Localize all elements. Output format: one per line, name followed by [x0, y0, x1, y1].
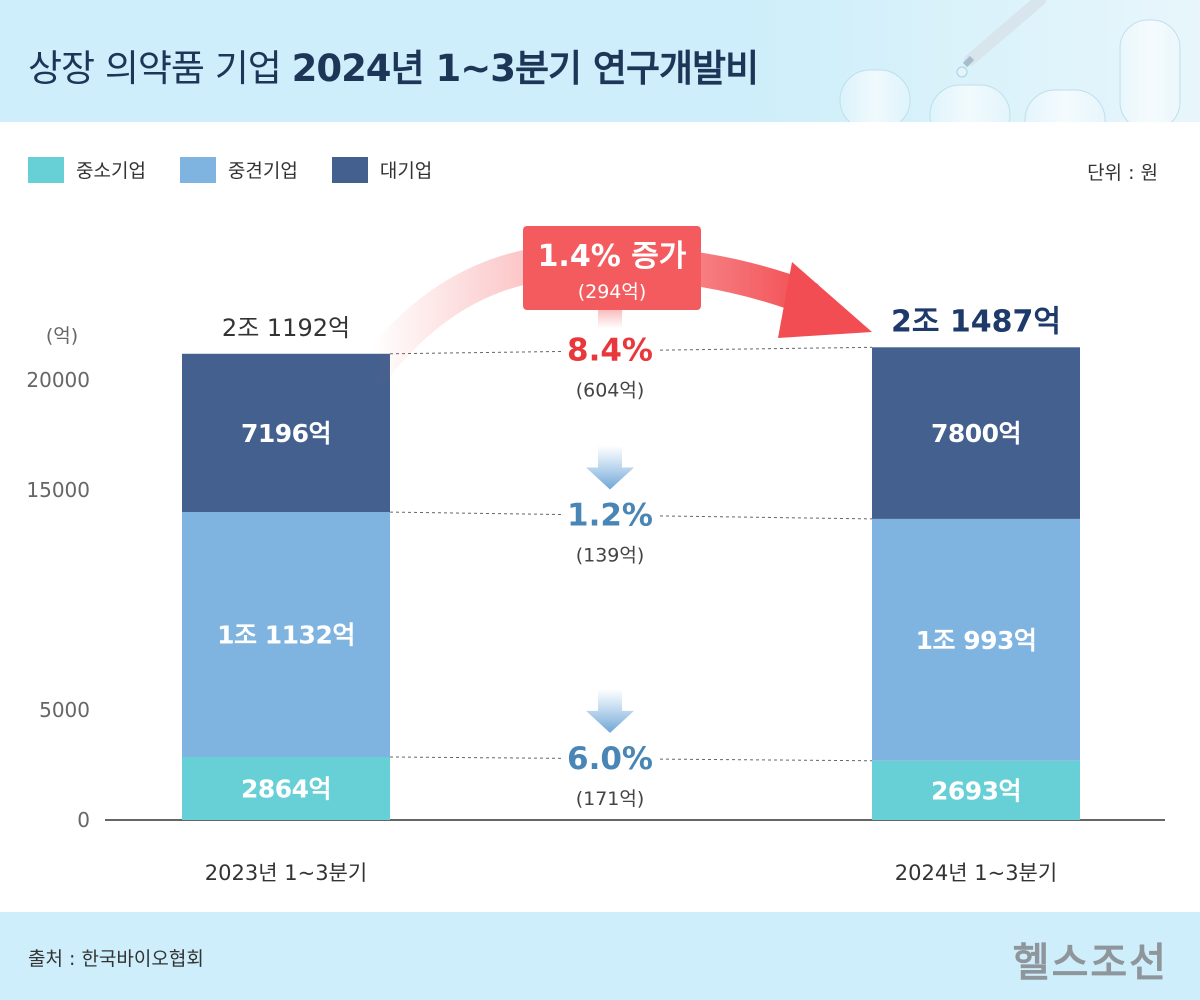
down-arrow-icon	[586, 688, 634, 733]
bar-segment	[182, 512, 390, 757]
total-change-label: 1.4% 증가	[538, 239, 687, 274]
publisher-logo: 헬스조선	[1012, 940, 1168, 986]
legend-label: 대기업	[379, 160, 433, 182]
legend-item-sme: 중소기업	[28, 156, 146, 183]
header-banner: 상장 의약품 기업 2024년 1~3분기 연구개발비	[0, 0, 1200, 122]
unit-label: 단위 : 원	[1087, 162, 1158, 184]
bar-value-label: 7196억	[241, 419, 331, 448]
title-light: 상장 의약품 기업	[28, 47, 292, 90]
down-arrow-icon	[586, 445, 634, 490]
change-amount-label: (604억)	[576, 380, 645, 402]
bar-segment	[872, 347, 1080, 519]
bar-segment	[182, 756, 390, 820]
source-text: 출처 : 한국바이오협회	[28, 948, 204, 970]
y-tick-label: 5000	[39, 698, 90, 722]
bar-value-label: 2864억	[241, 774, 331, 803]
bar-segment	[872, 760, 1080, 820]
y-tick-label: 20000	[26, 368, 90, 392]
change-percent-label: 6.0%	[567, 741, 653, 777]
total-label: 2조 1487억	[891, 304, 1061, 339]
y-tick-label: 15000	[26, 478, 90, 502]
title-bold: 2024년 1~3분기 연구개발비	[291, 47, 760, 90]
legend-item-large: 대기업	[331, 156, 433, 183]
y-axis-label: (억)	[46, 325, 78, 347]
page-title: 상장 의약품 기업 2024년 1~3분기 연구개발비	[28, 38, 760, 92]
total-change-badge	[523, 226, 701, 310]
change-label-backing	[562, 495, 658, 532]
test-tube-decoration-icon	[839, 0, 1181, 122]
bar-segment	[182, 353, 390, 513]
legend: 중소기업 중견기업 대기업	[28, 156, 432, 183]
legend-label: 중소기업	[76, 160, 146, 182]
stacked-bar-chart: (억) 0 5000 15000 20000 2864억 1조 1132억 7196억 202…	[26, 226, 1165, 885]
bar-value-label: 2693억	[931, 776, 1021, 805]
change-percent-label: 8.4%	[567, 333, 653, 369]
change-label-backing	[562, 330, 658, 367]
change-label-backing	[562, 738, 658, 775]
total-change-amount: (294억)	[578, 281, 647, 303]
legend-swatch	[179, 156, 216, 183]
bar-value-label: 7800억	[931, 419, 1021, 448]
x-tick-label: 2023년 1~3분기	[205, 861, 367, 885]
total-label: 2조 1192억	[222, 314, 350, 342]
legend-swatch	[28, 156, 64, 183]
change-amount-label: (139억)	[576, 544, 645, 566]
bar-value-label: 1조 993억	[916, 626, 1037, 655]
bar-segment	[872, 518, 1080, 761]
growth-arrowhead-icon	[778, 262, 872, 338]
change-percent-label: 1.2%	[567, 497, 653, 533]
legend-label: 중견기업	[227, 160, 298, 182]
change-amount-label: (171억)	[576, 788, 645, 810]
legend-item-midsize: 중견기업	[179, 156, 298, 183]
legend-swatch	[331, 156, 368, 183]
y-tick-label: 0	[77, 808, 90, 832]
x-tick-label: 2024년 1~3분기	[895, 861, 1057, 885]
bar-value-label: 1조 1132억	[217, 621, 355, 650]
footer: 출처 : 한국바이오협회 헬스조선	[0, 912, 1200, 1000]
